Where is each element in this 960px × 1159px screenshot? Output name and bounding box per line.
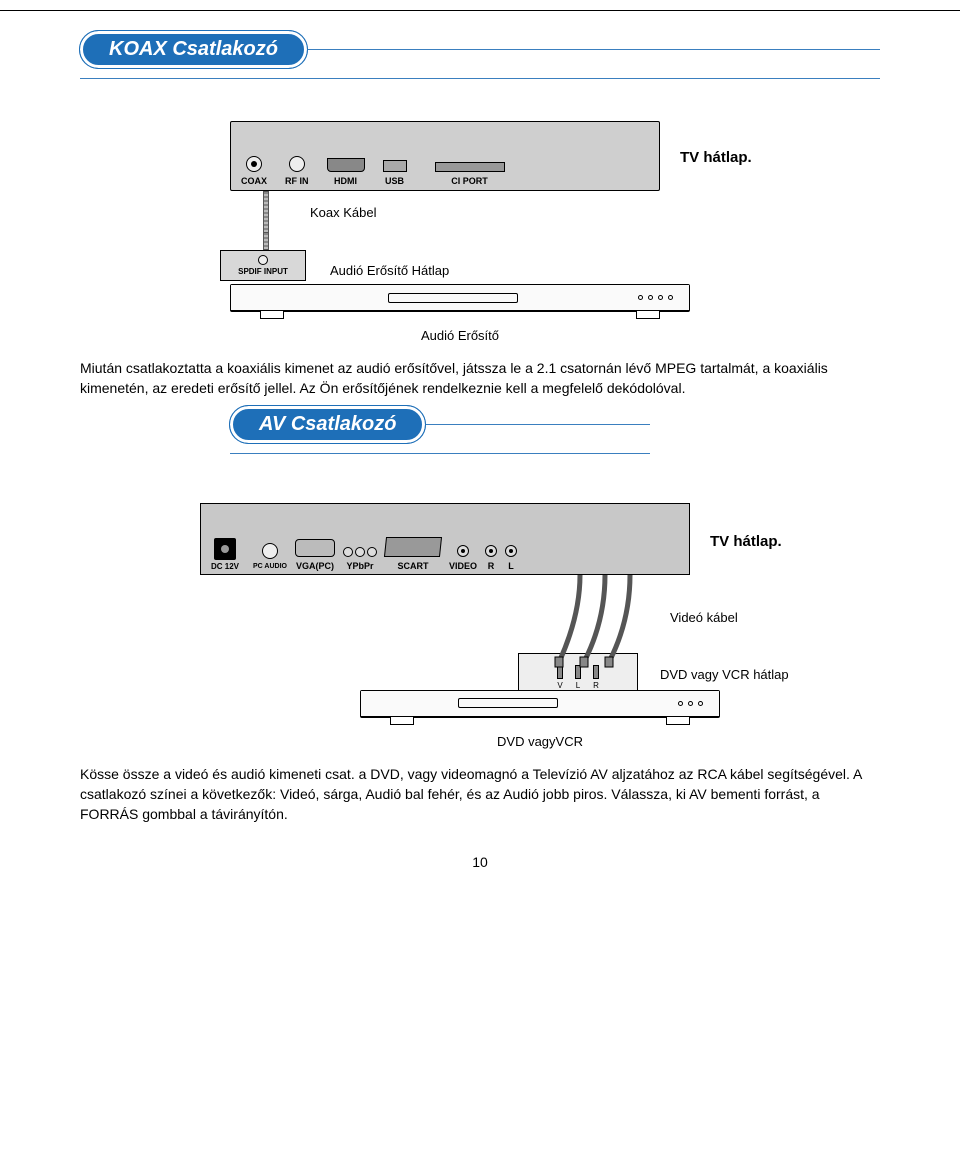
port-ypbpr: YPbPr	[343, 547, 377, 571]
vcr-port-l: L	[576, 681, 580, 690]
tv-back-panel-2: DC 12V PC AUDIO VGA(PC) YPbPr SCART VIDE…	[200, 503, 690, 575]
port-pcaudio: PC AUDIO	[253, 543, 287, 571]
video-cable-icon	[550, 575, 650, 665]
koax-cable-label: Koax Kábel	[310, 205, 880, 220]
port-label: HDMI	[334, 176, 357, 186]
port-dc: DC 12V	[211, 538, 239, 571]
port-label: DC 12V	[211, 562, 239, 571]
port-label: RF IN	[285, 176, 309, 186]
vcr-back-label: DVD vagy VCR hátlap	[660, 667, 880, 682]
section2-paragraph: Kösse össze a videó és audió kimeneti cs…	[80, 764, 880, 825]
port-label: YPbPr	[346, 561, 373, 571]
vcr-label: DVD vagyVCR	[360, 734, 720, 749]
koax-cable-icon	[263, 191, 269, 233]
port-label: CI PORT	[451, 176, 488, 186]
koax-cable-icon2	[263, 232, 269, 250]
port-label: R	[488, 561, 495, 571]
spdif-label: SPDIF INPUT	[238, 267, 288, 276]
video-cable-label: Videó kábel	[670, 610, 880, 625]
tv-label-1: TV hátlap.	[680, 149, 752, 166]
port-hdmi: HDMI	[327, 158, 365, 186]
spdif-box: SPDIF INPUT	[220, 250, 306, 281]
port-label: SCART	[397, 561, 428, 571]
port-rfin: RF IN	[285, 156, 309, 186]
port-coax: COAX	[241, 156, 267, 186]
section1-paragraph: Miután csatlakoztatta a koaxiális kimene…	[80, 358, 880, 399]
section1-title: KOAX Csatlakozó	[80, 31, 307, 68]
page-number: 10	[80, 854, 880, 870]
port-label: L	[508, 561, 514, 571]
vcr-port-r: R	[593, 681, 599, 690]
section2-header: AV Csatlakozó	[230, 424, 650, 438]
page: KOAX Csatlakozó COAX RF IN HDMI USB	[0, 10, 960, 890]
vcr-device	[360, 690, 720, 718]
port-usb: USB	[383, 160, 407, 186]
vcr-port-v: V	[557, 681, 562, 690]
section2-title: AV Csatlakozó	[230, 406, 425, 443]
koax-diagram: COAX RF IN HDMI USB CI PORT TV hátlap. K…	[80, 121, 880, 343]
port-label: VGA(PC)	[296, 561, 334, 571]
amp-device	[230, 284, 690, 312]
amp-back-label: Audió Erősítő Hátlap	[330, 263, 880, 278]
port-vga: VGA(PC)	[295, 539, 335, 571]
tv-label-2: TV hátlap.	[710, 533, 782, 550]
tv-back-panel-1: COAX RF IN HDMI USB CI PORT	[230, 121, 660, 191]
port-label: USB	[385, 176, 404, 186]
port-label: VIDEO	[449, 561, 477, 571]
av-diagram: DC 12V PC AUDIO VGA(PC) YPbPr SCART VIDE…	[80, 503, 880, 749]
port-ciport: CI PORT	[435, 162, 505, 186]
section1-header: KOAX Csatlakozó	[80, 49, 880, 63]
port-scart: SCART	[385, 537, 441, 571]
port-label: PC AUDIO	[253, 563, 287, 571]
port-r: R	[485, 545, 497, 571]
port-video: VIDEO	[449, 545, 477, 571]
port-l: L	[505, 545, 517, 571]
port-label: COAX	[241, 176, 267, 186]
amp-label: Audió Erősítő	[230, 328, 690, 343]
